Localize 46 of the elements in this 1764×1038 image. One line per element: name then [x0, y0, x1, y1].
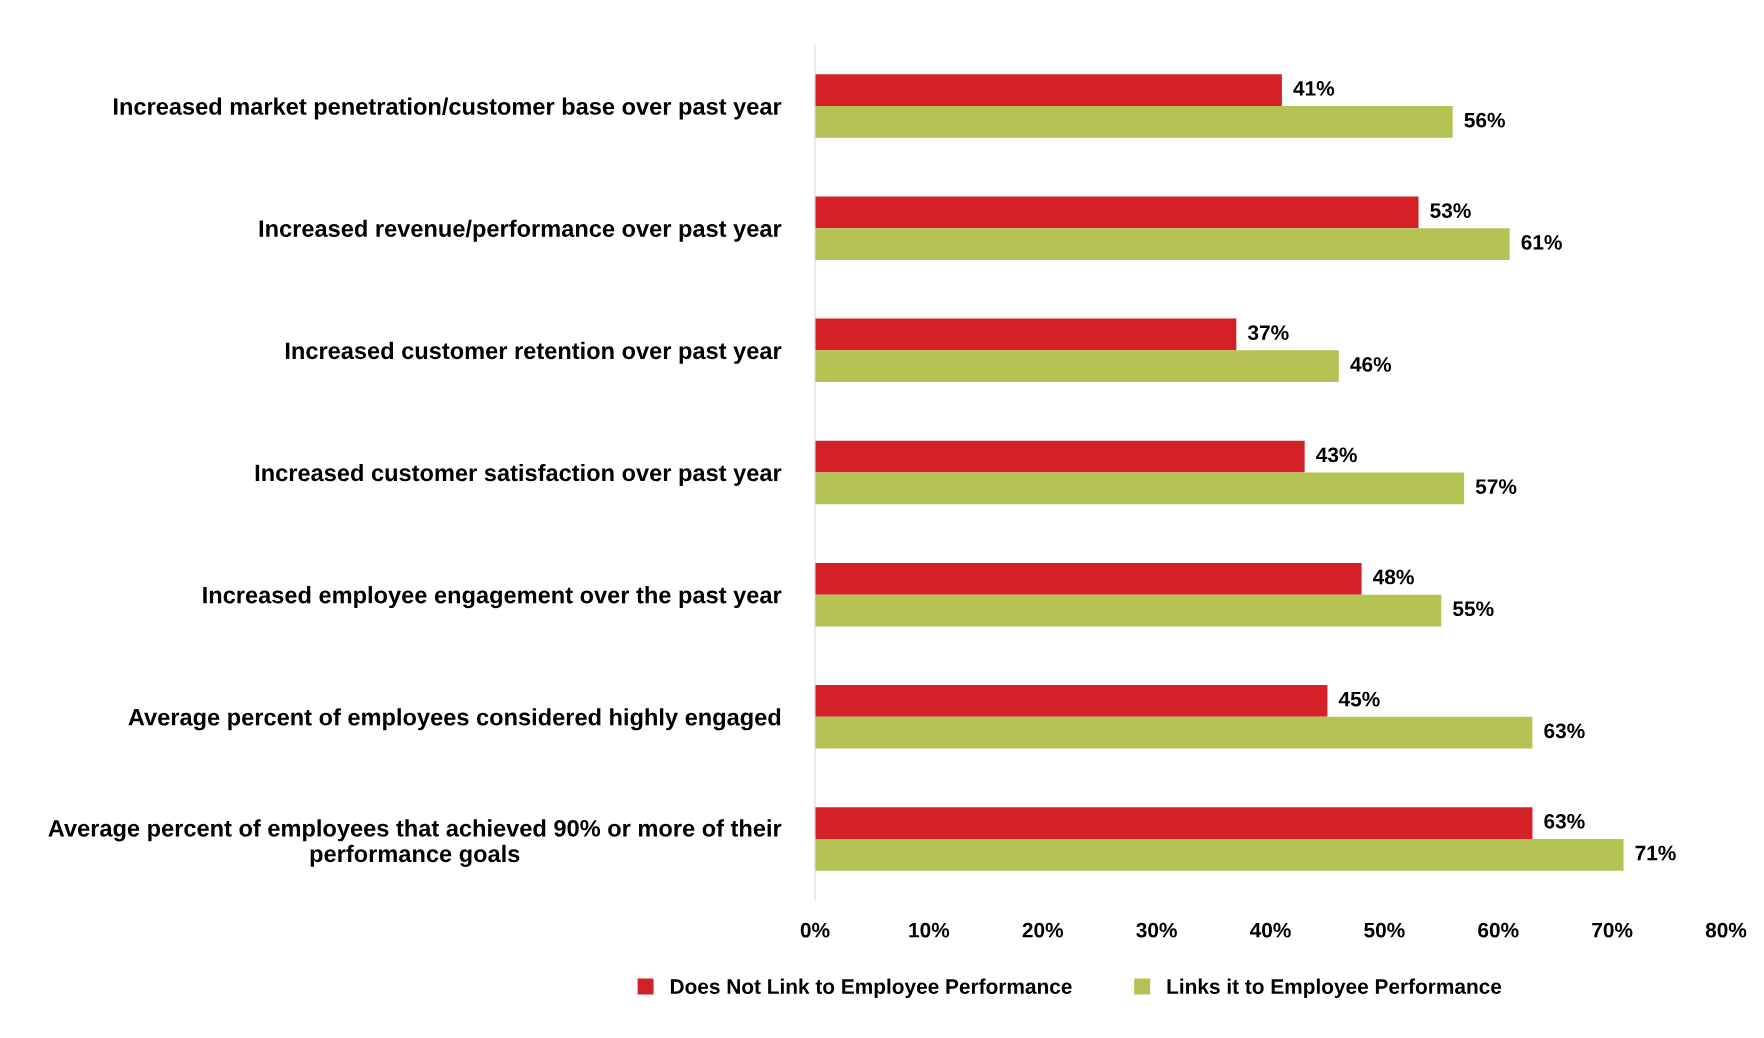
x-tick-label: 30% [1136, 922, 1177, 938]
y-tick-label: Increased customer retention over past year [285, 341, 782, 364]
x-tick-label: 60% [1478, 922, 1519, 938]
bar [815, 594, 1442, 627]
data-label: 56% [1464, 112, 1505, 128]
bar [815, 716, 1533, 749]
bar [815, 562, 1362, 595]
y-tick-label: Increased revenue/performance over past year [259, 219, 782, 242]
bar [815, 838, 1624, 871]
bar [815, 318, 1237, 351]
data-label: 55% [1453, 601, 1494, 617]
bar [815, 807, 1533, 839]
bar [815, 440, 1305, 473]
bar [815, 350, 1339, 383]
bar [815, 228, 1510, 260]
bar [815, 196, 1419, 229]
bar [815, 74, 1282, 107]
bar [815, 472, 1465, 505]
data-label: 61% [1521, 234, 1562, 250]
y-tick-label: Increased customer satisfaction over past year [255, 463, 782, 486]
y-tick-label: Increased employee engagement over the past year [203, 586, 782, 609]
x-tick-label: 70% [1592, 922, 1633, 938]
bar [815, 685, 1328, 717]
y-tick-label: Average percent of employees that achieved 90% or more of their performance goals [48, 819, 782, 867]
y-tick-label: Average percent of employees considered highly engaged [128, 708, 781, 731]
data-label: 63% [1544, 813, 1585, 829]
data-label: 48% [1373, 569, 1414, 585]
y-tick-label: Increased market penetration/customer base over past year [114, 97, 782, 120]
data-label: 46% [1350, 357, 1392, 372]
x-tick-label: 50% [1364, 922, 1405, 938]
data-label: 45% [1338, 691, 1380, 707]
data-label: 41% [1293, 81, 1335, 96]
legend-label: Does Not Link to Employee Performance [670, 978, 1072, 999]
legend-label: Links it to Employee Performance [1167, 978, 1502, 999]
data-label: 71% [1635, 845, 1676, 861]
data-label: 53% [1430, 203, 1471, 218]
data-label: 37% [1247, 325, 1289, 341]
x-tick-label: 20% [1022, 922, 1064, 938]
data-label: 63% [1544, 723, 1585, 739]
x-tick-label: 0% [800, 922, 830, 938]
bar [815, 106, 1453, 138]
data-label: 43% [1316, 447, 1357, 463]
x-tick-label: 80% [1705, 922, 1747, 938]
x-tick-label: 40% [1249, 922, 1291, 938]
data-label: 57% [1475, 479, 1517, 494]
x-tick-label: 10% [909, 922, 950, 938]
